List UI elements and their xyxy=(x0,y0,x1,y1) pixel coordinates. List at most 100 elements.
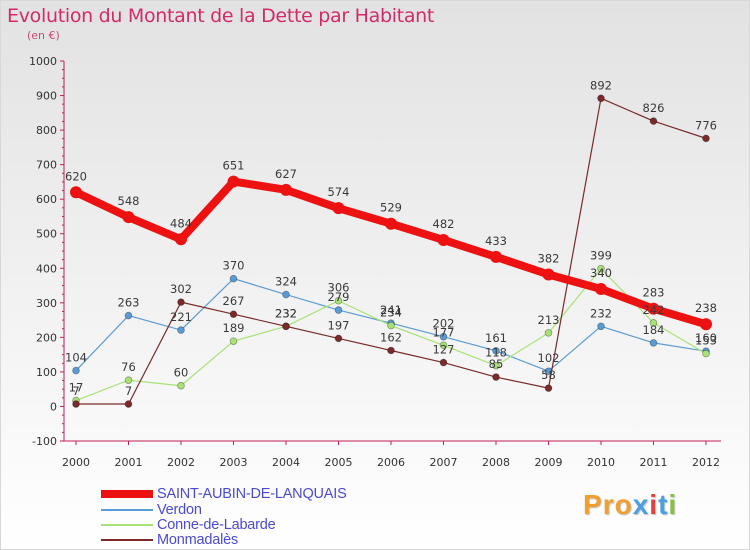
data-point xyxy=(702,134,710,143)
x-tick-label: 2010 xyxy=(587,456,615,469)
data-point xyxy=(124,311,133,320)
legend-swatch xyxy=(101,509,153,511)
logo-letter: t xyxy=(658,489,669,520)
data-point xyxy=(334,296,343,305)
x-tick-label: 2000 xyxy=(62,456,90,469)
x-tick-label: 2004 xyxy=(272,456,300,469)
data-point xyxy=(282,290,290,299)
data-labels: 1042632213703242792412021611022321841601… xyxy=(65,78,717,398)
data-label: 242 xyxy=(643,303,665,317)
data-label: 160 xyxy=(695,331,717,345)
data-point xyxy=(229,274,238,283)
data-label: 484 xyxy=(170,216,192,230)
data-point xyxy=(229,337,238,345)
data-point xyxy=(72,366,80,375)
data-label: 232 xyxy=(275,306,297,320)
x-tick-label: 2005 xyxy=(325,456,353,469)
y-tick-label: 0 xyxy=(50,400,57,413)
data-point xyxy=(280,183,292,196)
data-label: 826 xyxy=(643,101,665,115)
data-point xyxy=(332,202,345,215)
data-label: 324 xyxy=(275,275,297,289)
data-label: 184 xyxy=(643,323,665,337)
data-label: 7 xyxy=(125,384,132,398)
logo-letter: x xyxy=(632,489,650,520)
x-tick-label: 2003 xyxy=(220,456,248,469)
legend-swatch xyxy=(101,524,153,526)
data-point xyxy=(387,346,395,355)
data-label: 232 xyxy=(275,306,297,320)
logo-letter: r xyxy=(602,489,615,520)
data-label: 370 xyxy=(223,259,245,273)
data-label: 7 xyxy=(72,384,79,398)
data-point xyxy=(229,310,238,319)
data-point xyxy=(595,283,607,295)
data-point xyxy=(597,322,605,331)
data-point xyxy=(282,322,290,331)
data-point xyxy=(72,400,80,408)
data-point xyxy=(492,373,500,381)
x-tick-label: 2012 xyxy=(692,456,720,469)
data-point xyxy=(122,211,135,224)
data-point xyxy=(702,349,710,358)
legend-item: Monmadalès xyxy=(101,532,238,548)
data-label: 279 xyxy=(328,290,350,304)
series-layer xyxy=(70,94,712,408)
data-label: 161 xyxy=(485,331,507,345)
legend-label: SAINT-AUBIN-DE-LANQUAIS xyxy=(157,486,347,502)
legend-item: SAINT-AUBIN-DE-LANQUAIS xyxy=(101,486,347,502)
data-label: 197 xyxy=(328,318,350,332)
y-tick-label: 200 xyxy=(36,331,57,344)
data-point xyxy=(649,319,658,327)
chart-subtitle: (en €) xyxy=(27,29,60,42)
data-label: 574 xyxy=(328,185,350,199)
legend-item: Conne-de-Labarde xyxy=(101,517,276,533)
data-point xyxy=(124,400,133,408)
data-label: 548 xyxy=(118,194,140,208)
legend-label: Conne-de-Labarde xyxy=(157,517,276,533)
data-label: 102 xyxy=(538,351,560,365)
y-tick-label: 400 xyxy=(36,262,57,275)
data-label: 238 xyxy=(695,301,717,315)
data-point xyxy=(124,376,133,385)
data-point xyxy=(175,233,187,246)
x-tick-label: 2011 xyxy=(640,456,668,469)
data-label: 104 xyxy=(65,351,87,365)
data-label: 382 xyxy=(538,251,560,265)
x-tick-label: 2001 xyxy=(115,456,143,469)
data-point xyxy=(437,233,450,246)
data-label: 60 xyxy=(174,366,189,380)
logo-letter: i xyxy=(668,489,678,520)
axes: -100 0 100 200 300 400 500 600 700 800 900 1000 2000… xyxy=(29,55,721,469)
data-point xyxy=(542,268,555,281)
data-point xyxy=(334,306,343,314)
data-label: 234 xyxy=(380,306,402,320)
data-label: 153 xyxy=(695,334,717,348)
data-point xyxy=(177,298,185,306)
data-point xyxy=(439,358,448,367)
data-label: 283 xyxy=(643,286,665,300)
data-label: 892 xyxy=(590,78,612,92)
data-label: 58 xyxy=(541,368,556,382)
x-tick-label: 2007 xyxy=(430,456,458,469)
data-label: 162 xyxy=(380,330,402,344)
chart-title: Evolution du Montant de la Dette par Hab… xyxy=(7,5,435,27)
data-point xyxy=(544,384,553,392)
y-tick-label: 800 xyxy=(36,124,57,137)
data-label: 202 xyxy=(433,317,455,331)
data-label: 399 xyxy=(590,249,612,263)
y-tick-label: 500 xyxy=(36,228,57,241)
data-point xyxy=(597,94,605,103)
data-point xyxy=(700,318,712,331)
logo-letter: o xyxy=(614,489,633,520)
data-label: 118 xyxy=(485,346,507,360)
data-label: 221 xyxy=(170,310,192,324)
y-tick-label: -100 xyxy=(32,435,57,448)
data-point xyxy=(177,381,185,390)
x-tick-label: 2006 xyxy=(377,456,405,469)
y-tick-label: 100 xyxy=(36,366,57,379)
data-point xyxy=(544,329,553,337)
data-label: 17 xyxy=(69,381,84,395)
